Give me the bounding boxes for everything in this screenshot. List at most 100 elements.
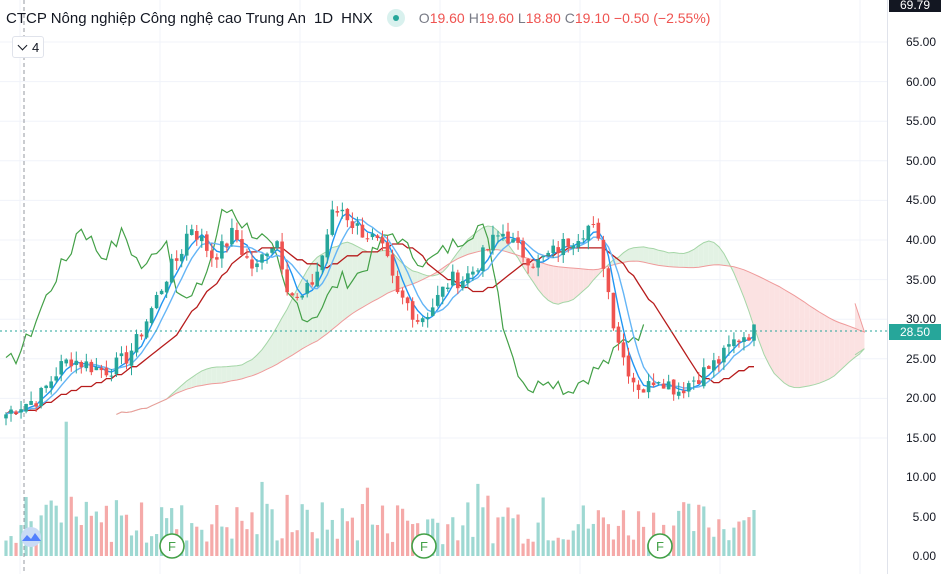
cloud-segment bbox=[623, 249, 629, 263]
candle-body bbox=[69, 359, 74, 367]
candle-body bbox=[194, 231, 199, 240]
volume-bar bbox=[129, 535, 134, 556]
volume-bar bbox=[290, 532, 294, 556]
volume-bars bbox=[4, 421, 756, 556]
candle-body bbox=[491, 234, 495, 251]
cloud-segment bbox=[292, 288, 298, 356]
cloud-segment bbox=[382, 250, 388, 297]
candle-body bbox=[104, 367, 109, 376]
candle-body bbox=[707, 366, 711, 369]
candle-body bbox=[144, 321, 149, 338]
candle-body bbox=[320, 255, 325, 271]
price-axis[interactable]: 65.00 60.00 55.00 50.00 45.00 40.00 35.00 30.00… bbox=[887, 0, 941, 574]
market-status-dot-icon[interactable] bbox=[386, 9, 405, 27]
volume-bar bbox=[64, 421, 68, 556]
volume-bar bbox=[350, 517, 354, 556]
candle-body bbox=[265, 253, 269, 256]
cloud-segment bbox=[748, 271, 754, 327]
cloud-segment bbox=[221, 366, 227, 384]
volume-bar bbox=[636, 511, 641, 556]
volume-bar bbox=[250, 512, 254, 556]
volume-bar bbox=[220, 526, 224, 556]
volume-bar bbox=[190, 523, 194, 556]
candle-body bbox=[566, 238, 571, 247]
kijun-sen-line bbox=[5, 243, 754, 416]
candle-body bbox=[325, 234, 330, 258]
volume-bar bbox=[616, 525, 621, 556]
cloud-segment bbox=[708, 240, 714, 266]
candle-body bbox=[456, 272, 460, 289]
cloud-segment bbox=[829, 317, 835, 379]
candle-body bbox=[506, 231, 510, 244]
candle-body bbox=[355, 223, 360, 226]
financial-event-icon[interactable]: F bbox=[411, 533, 437, 559]
volume-bar bbox=[561, 539, 565, 556]
candle-body bbox=[255, 263, 259, 268]
candle-body bbox=[199, 236, 204, 242]
financial-event-icon[interactable]: F bbox=[647, 533, 673, 559]
candle-body bbox=[84, 361, 89, 369]
financial-event-icon[interactable]: F bbox=[159, 533, 185, 559]
cloud-segment bbox=[201, 368, 207, 386]
cloud-segment bbox=[653, 248, 659, 266]
candle-body bbox=[501, 233, 505, 237]
volume-bar bbox=[315, 538, 319, 556]
cloud-segment bbox=[824, 314, 830, 382]
candle-body bbox=[159, 290, 164, 295]
candle-body bbox=[581, 238, 586, 240]
price-tick-label: 35.00 bbox=[905, 272, 936, 287]
price-tick-label: 65.00 bbox=[905, 35, 936, 49]
volume-bar bbox=[225, 527, 229, 556]
candle-body bbox=[235, 230, 239, 240]
cloud-segment bbox=[698, 242, 704, 268]
candle-body bbox=[616, 326, 621, 343]
volume-bar bbox=[155, 534, 159, 556]
volume-bar bbox=[320, 502, 324, 556]
cloud-segment bbox=[819, 312, 825, 384]
open-value: 19.60 bbox=[429, 10, 465, 26]
candle-body bbox=[189, 229, 194, 235]
candle-body bbox=[9, 409, 13, 414]
candle-body bbox=[631, 377, 636, 383]
volume-bar bbox=[742, 520, 746, 556]
cloud-segment bbox=[196, 370, 202, 387]
cloud-segment bbox=[738, 268, 744, 298]
tradingview-logo-icon[interactable] bbox=[16, 526, 46, 548]
volume-bar bbox=[682, 502, 686, 556]
candle-body bbox=[420, 318, 425, 323]
cloud-segment bbox=[849, 326, 855, 362]
volume-bar bbox=[596, 510, 600, 556]
cloud-segment bbox=[648, 248, 654, 265]
candle-body bbox=[636, 384, 641, 391]
volume-bar bbox=[406, 520, 410, 556]
cloud-segment bbox=[839, 322, 845, 372]
cloud-segment bbox=[417, 272, 423, 282]
candle-body bbox=[310, 282, 315, 285]
symbol-name[interactable]: CTCP Nông nghiệp Công nghệ cao Trung An bbox=[6, 9, 306, 27]
candle-body bbox=[737, 340, 741, 343]
volume-bar bbox=[631, 539, 636, 556]
cloud-segment bbox=[688, 249, 694, 268]
volume-bar bbox=[94, 511, 98, 556]
volume-bar bbox=[370, 524, 375, 556]
candle-body bbox=[712, 360, 716, 371]
candle-body bbox=[59, 361, 64, 375]
volume-bar bbox=[481, 507, 485, 556]
interval-label[interactable]: 1D bbox=[313, 9, 334, 27]
cloud-segment bbox=[855, 303, 865, 355]
volume-bar bbox=[275, 540, 279, 556]
candle-body bbox=[340, 209, 345, 212]
candle-body bbox=[445, 287, 450, 289]
candle-body bbox=[139, 334, 144, 337]
cloud-segment bbox=[693, 245, 699, 268]
crosshair-price-badge: 69.79 bbox=[889, 0, 941, 12]
volume-bar bbox=[340, 508, 344, 556]
volume-bar bbox=[180, 505, 184, 556]
volume-bar bbox=[124, 514, 129, 556]
candle-body bbox=[747, 337, 751, 341]
indicators-collapse-button[interactable]: 4 bbox=[12, 36, 45, 58]
candle-body bbox=[415, 320, 420, 322]
volume-bar bbox=[365, 487, 370, 556]
